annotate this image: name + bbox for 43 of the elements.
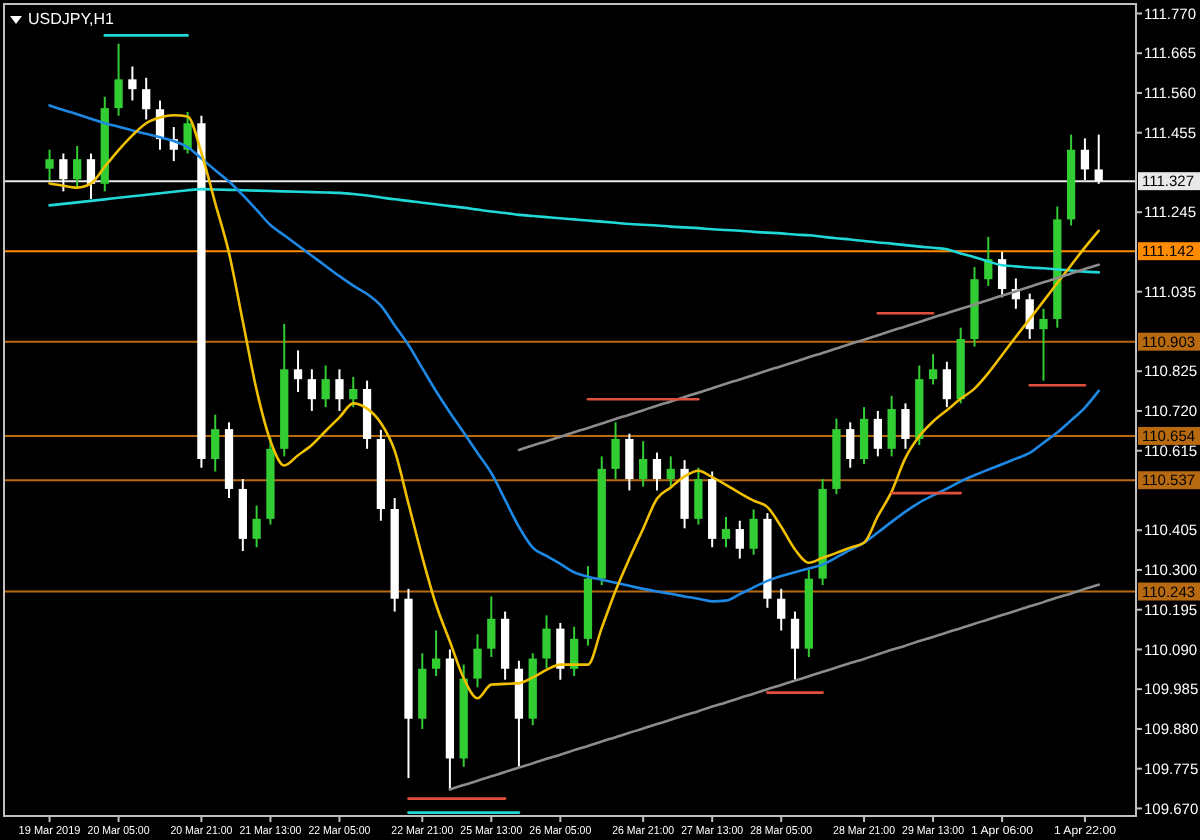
candlestick	[114, 42, 123, 117]
candlestick	[928, 353, 938, 386]
candlestick	[431, 629, 441, 677]
candlestick	[1094, 133, 1103, 185]
candlestick	[721, 515, 731, 549]
candlestick	[777, 587, 786, 632]
candlestick	[873, 409, 882, 458]
candlestick	[846, 421, 855, 469]
candlestick	[335, 368, 344, 412]
candlestick	[694, 466, 703, 526]
candlestick	[128, 65, 137, 102]
candlestick	[666, 455, 675, 488]
candlestick	[45, 148, 54, 182]
candlestick	[1039, 307, 1048, 382]
candlestick	[487, 595, 496, 659]
candlestick	[142, 76, 151, 121]
candlestick	[73, 144, 82, 189]
candlestick	[183, 110, 192, 155]
candlestick	[735, 519, 744, 560]
candlestick	[887, 394, 896, 458]
candlestick	[252, 504, 261, 549]
candlestick	[542, 614, 551, 670]
candlestick	[307, 368, 316, 412]
candlestick	[901, 402, 910, 450]
candlestick	[211, 413, 220, 473]
candlestick	[59, 152, 68, 193]
candlestick	[625, 432, 634, 492]
candlestick	[749, 508, 758, 556]
candlestick	[652, 451, 662, 492]
candlestick	[790, 610, 800, 681]
line-series	[517, 263, 1101, 452]
line-series	[448, 583, 1101, 791]
candlestick	[639, 440, 648, 488]
candlestick	[349, 375, 358, 409]
line-series	[48, 104, 1101, 603]
candlestick	[293, 349, 303, 394]
chart-title: USDJPY,H1	[28, 10, 116, 28]
candlestick	[473, 633, 482, 689]
candlestick	[611, 421, 620, 481]
candlestick	[942, 360, 952, 409]
candlestick	[1080, 137, 1090, 182]
candlestick	[859, 406, 869, 465]
candlestick	[321, 364, 330, 409]
